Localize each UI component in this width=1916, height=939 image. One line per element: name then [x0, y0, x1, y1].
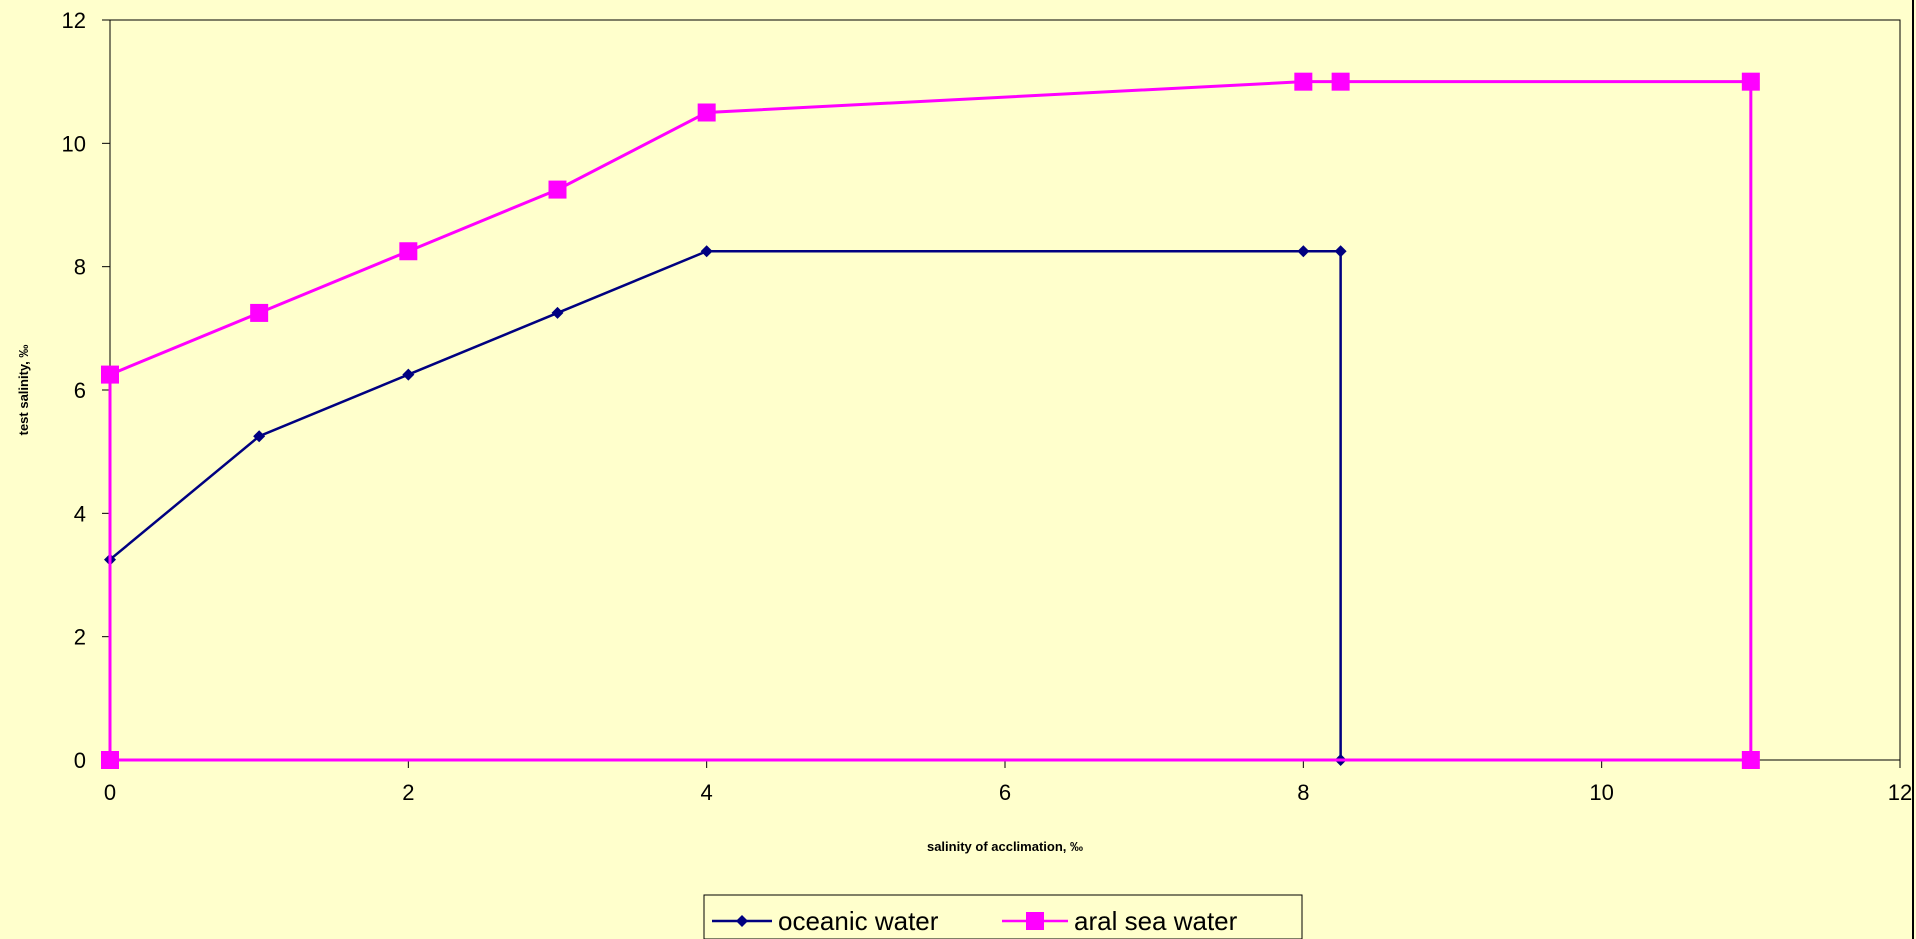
axes: 0 2 4 6 8 10 12 0 2 4 6 8 10 12	[62, 8, 1913, 805]
legend-marker-oceanic-water	[736, 915, 748, 927]
data-point-aral-sea-water	[1741, 72, 1760, 91]
x-tick-label: 6	[999, 780, 1011, 805]
x-tick-label: 10	[1589, 780, 1613, 805]
legend: oceanic water aral sea water	[703, 894, 1303, 939]
data-point-aral-sea-water	[697, 103, 716, 122]
x-tick-label: 12	[1888, 780, 1912, 805]
y-tick-label: 4	[74, 501, 86, 526]
x-tick-label: 2	[402, 780, 414, 805]
data-point-aral-sea-water	[548, 180, 567, 199]
data-point-aral-sea-water	[1331, 72, 1350, 91]
legend-label-oceanic-water: oceanic water	[778, 906, 939, 936]
data-point-aral-sea-water	[1741, 751, 1760, 769]
x-tick-label: 0	[104, 780, 116, 805]
legend-box	[703, 894, 1303, 939]
legend-label-aral-sea-water: aral sea water	[1074, 906, 1238, 936]
data-point-oceanic-water	[402, 368, 415, 381]
data-point-aral-sea-water	[1294, 72, 1313, 91]
y-tick-label: 10	[62, 131, 86, 156]
series-layer	[101, 72, 1760, 769]
series-line-oceanic-water	[108, 250, 1342, 762]
data-point-oceanic-water	[253, 430, 266, 443]
x-tick-label: 4	[701, 780, 713, 805]
y-axis-title: test salinity, ‰	[16, 345, 31, 436]
data-point-aral-sea-water	[250, 303, 269, 322]
data-point-aral-sea-water	[399, 242, 418, 261]
y-tick-label: 0	[74, 748, 86, 773]
y-tick-label: 6	[74, 378, 86, 403]
y-tick-label: 2	[74, 625, 86, 650]
data-point-oceanic-water	[1297, 245, 1310, 258]
y-tick-label: 8	[74, 255, 86, 280]
data-point-aral-sea-water	[101, 751, 119, 769]
plot-area	[109, 19, 1901, 761]
data-point-aral-sea-water	[101, 365, 119, 384]
y-tick-label: 12	[62, 8, 86, 33]
legend-marker-aral-sea-water	[1026, 912, 1044, 930]
data-point-oceanic-water	[700, 245, 713, 258]
x-axis-title: salinity of acclimation, ‰	[927, 839, 1083, 854]
data-point-oceanic-water	[1334, 245, 1347, 258]
data-point-oceanic-water	[551, 306, 564, 319]
x-tick-label: 8	[1297, 780, 1309, 805]
